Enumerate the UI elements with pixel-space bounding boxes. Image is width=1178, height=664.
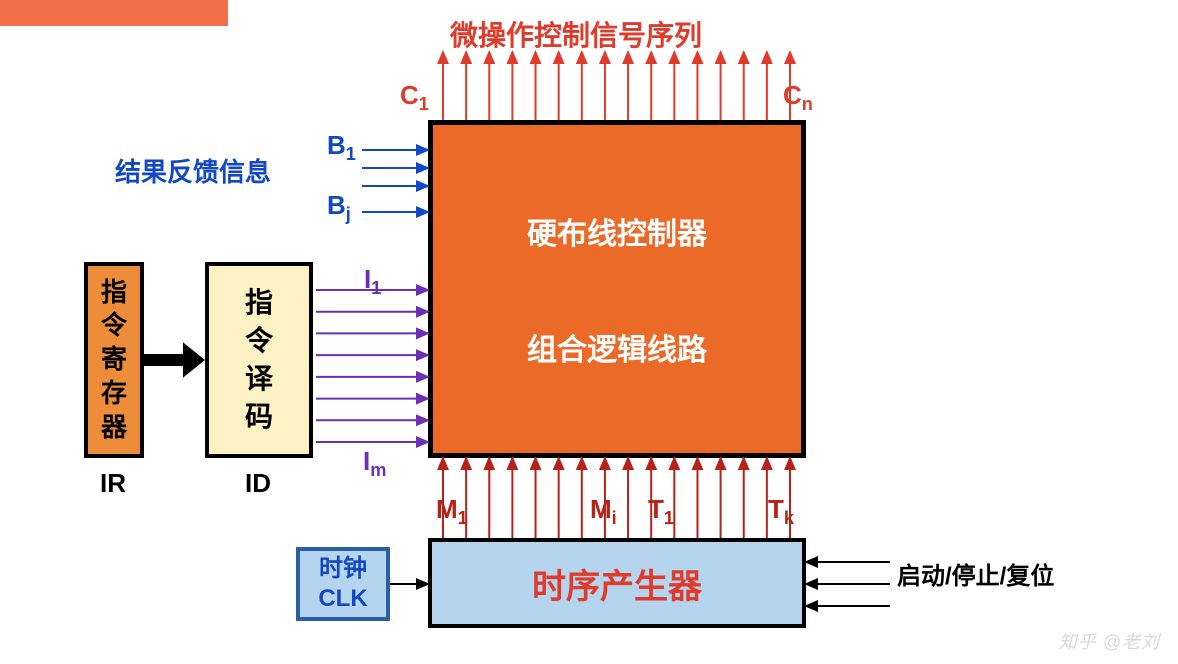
watermark: 知乎 @老刘 [1059, 628, 1160, 654]
arrows-layer [0, 0, 1178, 664]
